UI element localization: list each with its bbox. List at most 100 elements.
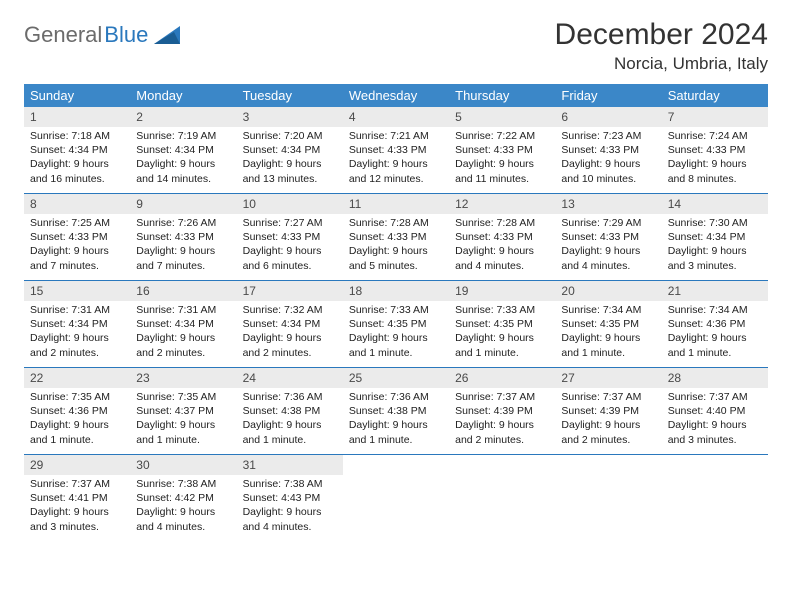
sunset-text: Sunset: 4:34 PM <box>243 143 337 157</box>
sunset-text: Sunset: 4:33 PM <box>243 230 337 244</box>
sunrise-text: Sunrise: 7:25 AM <box>30 216 124 230</box>
calendar-cell: 18Sunrise: 7:33 AMSunset: 4:35 PMDayligh… <box>343 281 449 368</box>
daylight-text: Daylight: 9 hours and 14 minutes. <box>136 157 230 185</box>
day-body: Sunrise: 7:34 AMSunset: 4:36 PMDaylight:… <box>662 301 768 364</box>
day-number: 30 <box>130 455 236 475</box>
sunrise-text: Sunrise: 7:36 AM <box>349 390 443 404</box>
sunrise-text: Sunrise: 7:31 AM <box>30 303 124 317</box>
day-number: 16 <box>130 281 236 301</box>
sunset-text: Sunset: 4:34 PM <box>30 143 124 157</box>
weekday-header: Saturday <box>662 84 768 107</box>
sunrise-text: Sunrise: 7:21 AM <box>349 129 443 143</box>
day-number: 12 <box>449 194 555 214</box>
day-number: 10 <box>237 194 343 214</box>
weekday-header-row: Sunday Monday Tuesday Wednesday Thursday… <box>24 84 768 107</box>
calendar-cell: 2Sunrise: 7:19 AMSunset: 4:34 PMDaylight… <box>130 107 236 194</box>
day-number: 25 <box>343 368 449 388</box>
day-body: Sunrise: 7:33 AMSunset: 4:35 PMDaylight:… <box>343 301 449 364</box>
day-number: 7 <box>662 107 768 127</box>
weekday-header: Friday <box>555 84 661 107</box>
sunrise-text: Sunrise: 7:38 AM <box>136 477 230 491</box>
calendar-cell <box>343 455 449 542</box>
daylight-text: Daylight: 9 hours and 1 minute. <box>561 331 655 359</box>
daylight-text: Daylight: 9 hours and 3 minutes. <box>668 418 762 446</box>
day-body: Sunrise: 7:37 AMSunset: 4:40 PMDaylight:… <box>662 388 768 451</box>
daylight-text: Daylight: 9 hours and 1 minute. <box>349 418 443 446</box>
day-number: 28 <box>662 368 768 388</box>
sunset-text: Sunset: 4:39 PM <box>561 404 655 418</box>
calendar-cell: 16Sunrise: 7:31 AMSunset: 4:34 PMDayligh… <box>130 281 236 368</box>
day-body: Sunrise: 7:32 AMSunset: 4:34 PMDaylight:… <box>237 301 343 364</box>
day-body: Sunrise: 7:34 AMSunset: 4:35 PMDaylight:… <box>555 301 661 364</box>
sunrise-text: Sunrise: 7:31 AM <box>136 303 230 317</box>
page-title: December 2024 <box>555 18 768 52</box>
day-body: Sunrise: 7:28 AMSunset: 4:33 PMDaylight:… <box>343 214 449 277</box>
calendar-cell: 22Sunrise: 7:35 AMSunset: 4:36 PMDayligh… <box>24 368 130 455</box>
calendar-cell: 6Sunrise: 7:23 AMSunset: 4:33 PMDaylight… <box>555 107 661 194</box>
calendar-cell: 27Sunrise: 7:37 AMSunset: 4:39 PMDayligh… <box>555 368 661 455</box>
day-body: Sunrise: 7:30 AMSunset: 4:34 PMDaylight:… <box>662 214 768 277</box>
day-number: 26 <box>449 368 555 388</box>
daylight-text: Daylight: 9 hours and 4 minutes. <box>136 505 230 533</box>
sunset-text: Sunset: 4:34 PM <box>668 230 762 244</box>
daylight-text: Daylight: 9 hours and 6 minutes. <box>243 244 337 272</box>
sunset-text: Sunset: 4:41 PM <box>30 491 124 505</box>
sunrise-text: Sunrise: 7:37 AM <box>561 390 655 404</box>
sunset-text: Sunset: 4:33 PM <box>455 143 549 157</box>
day-number: 2 <box>130 107 236 127</box>
sunset-text: Sunset: 4:33 PM <box>136 230 230 244</box>
sunset-text: Sunset: 4:38 PM <box>243 404 337 418</box>
calendar-cell: 19Sunrise: 7:33 AMSunset: 4:35 PMDayligh… <box>449 281 555 368</box>
day-body: Sunrise: 7:29 AMSunset: 4:33 PMDaylight:… <box>555 214 661 277</box>
weekday-header: Monday <box>130 84 236 107</box>
daylight-text: Daylight: 9 hours and 3 minutes. <box>30 505 124 533</box>
sunrise-text: Sunrise: 7:30 AM <box>668 216 762 230</box>
day-number: 24 <box>237 368 343 388</box>
calendar-cell <box>555 455 661 542</box>
sunset-text: Sunset: 4:36 PM <box>30 404 124 418</box>
calendar-cell: 24Sunrise: 7:36 AMSunset: 4:38 PMDayligh… <box>237 368 343 455</box>
calendar-cell <box>449 455 555 542</box>
calendar-table: Sunday Monday Tuesday Wednesday Thursday… <box>24 84 768 541</box>
day-number: 18 <box>343 281 449 301</box>
sunrise-text: Sunrise: 7:19 AM <box>136 129 230 143</box>
day-number: 23 <box>130 368 236 388</box>
sunset-text: Sunset: 4:33 PM <box>349 143 443 157</box>
calendar-row: 29Sunrise: 7:37 AMSunset: 4:41 PMDayligh… <box>24 455 768 542</box>
sunrise-text: Sunrise: 7:18 AM <box>30 129 124 143</box>
sunrise-text: Sunrise: 7:36 AM <box>243 390 337 404</box>
sunset-text: Sunset: 4:39 PM <box>455 404 549 418</box>
calendar-cell: 3Sunrise: 7:20 AMSunset: 4:34 PMDaylight… <box>237 107 343 194</box>
daylight-text: Daylight: 9 hours and 2 minutes. <box>243 331 337 359</box>
day-number: 19 <box>449 281 555 301</box>
daylight-text: Daylight: 9 hours and 2 minutes. <box>30 331 124 359</box>
calendar-cell: 7Sunrise: 7:24 AMSunset: 4:33 PMDaylight… <box>662 107 768 194</box>
day-body: Sunrise: 7:19 AMSunset: 4:34 PMDaylight:… <box>130 127 236 190</box>
calendar-cell: 12Sunrise: 7:28 AMSunset: 4:33 PMDayligh… <box>449 194 555 281</box>
day-body: Sunrise: 7:28 AMSunset: 4:33 PMDaylight:… <box>449 214 555 277</box>
sunrise-text: Sunrise: 7:34 AM <box>561 303 655 317</box>
daylight-text: Daylight: 9 hours and 4 minutes. <box>561 244 655 272</box>
day-body: Sunrise: 7:36 AMSunset: 4:38 PMDaylight:… <box>343 388 449 451</box>
day-number: 17 <box>237 281 343 301</box>
calendar-row: 15Sunrise: 7:31 AMSunset: 4:34 PMDayligh… <box>24 281 768 368</box>
calendar-cell: 21Sunrise: 7:34 AMSunset: 4:36 PMDayligh… <box>662 281 768 368</box>
sunset-text: Sunset: 4:35 PM <box>561 317 655 331</box>
sunrise-text: Sunrise: 7:28 AM <box>349 216 443 230</box>
calendar-cell: 8Sunrise: 7:25 AMSunset: 4:33 PMDaylight… <box>24 194 130 281</box>
brand-word2: Blue <box>104 22 148 48</box>
calendar-cell: 4Sunrise: 7:21 AMSunset: 4:33 PMDaylight… <box>343 107 449 194</box>
calendar-cell: 5Sunrise: 7:22 AMSunset: 4:33 PMDaylight… <box>449 107 555 194</box>
day-body: Sunrise: 7:22 AMSunset: 4:33 PMDaylight:… <box>449 127 555 190</box>
daylight-text: Daylight: 9 hours and 2 minutes. <box>136 331 230 359</box>
daylight-text: Daylight: 9 hours and 1 minute. <box>136 418 230 446</box>
sunrise-text: Sunrise: 7:23 AM <box>561 129 655 143</box>
day-number: 27 <box>555 368 661 388</box>
day-number: 15 <box>24 281 130 301</box>
day-number: 3 <box>237 107 343 127</box>
day-body: Sunrise: 7:31 AMSunset: 4:34 PMDaylight:… <box>24 301 130 364</box>
day-number: 20 <box>555 281 661 301</box>
sunrise-text: Sunrise: 7:34 AM <box>668 303 762 317</box>
sunrise-text: Sunrise: 7:24 AM <box>668 129 762 143</box>
sunset-text: Sunset: 4:37 PM <box>136 404 230 418</box>
